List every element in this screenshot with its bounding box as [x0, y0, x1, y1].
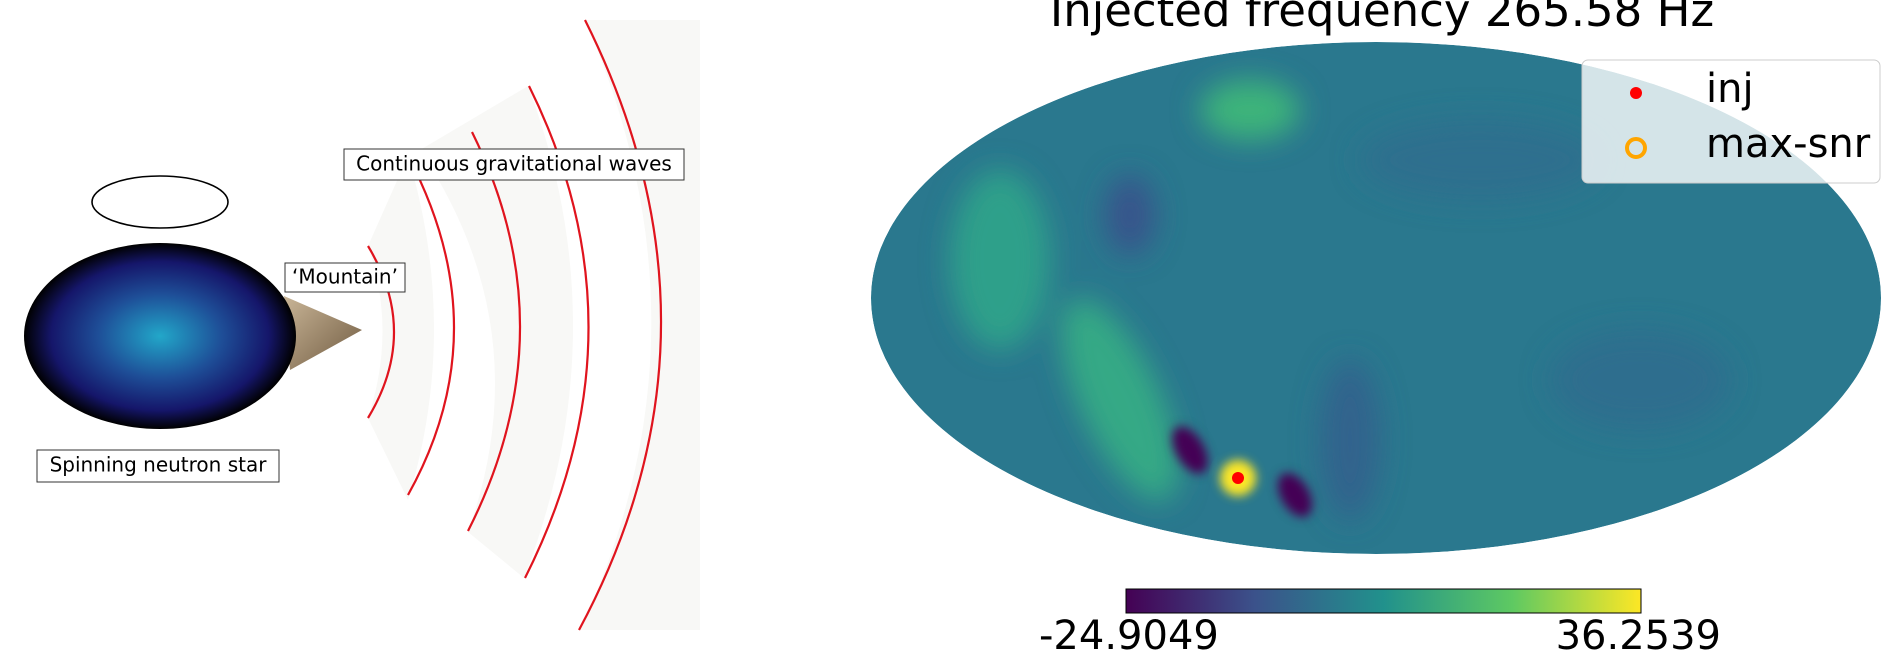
colorbar	[1126, 589, 1641, 613]
legend-entry: inj	[1706, 66, 1754, 112]
star-label: Spinning neutron star	[50, 453, 268, 477]
injection-marker	[1232, 472, 1244, 484]
colorbar-min: -24.9049	[1039, 613, 1219, 659]
legend-marker	[1630, 87, 1642, 99]
sky-map: Injected frequency 265.58 Hz inj max-	[871, 0, 1881, 659]
map-title: Injected frequency 265.58 Hz	[1050, 0, 1714, 37]
neutron-star-diagram: Continuous gravitational waves ‘Mountain…	[24, 20, 700, 630]
colorbar-max: 36.2539	[1556, 613, 1721, 659]
mountain-label: ‘Mountain’	[292, 265, 398, 289]
neutron-star	[24, 243, 296, 429]
rotation-arrow	[92, 176, 228, 228]
waves-label: Continuous gravitational waves	[356, 152, 672, 176]
legend-entry: max-snr	[1706, 121, 1871, 167]
figure: Continuous gravitational waves ‘Mountain…	[0, 0, 1884, 665]
